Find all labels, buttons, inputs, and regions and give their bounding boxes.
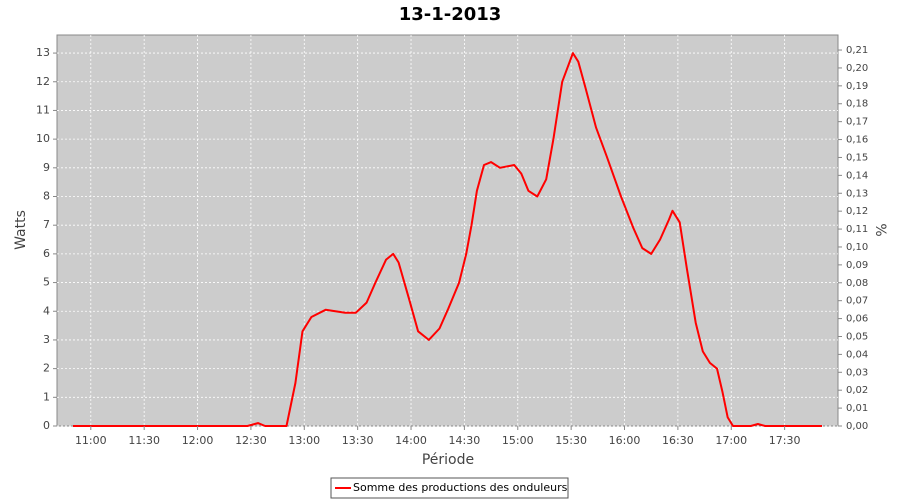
y2-tick-label: 0,20 <box>846 63 868 74</box>
grid <box>57 35 838 427</box>
y2-tick-label: 0,15 <box>846 152 868 163</box>
y2-tick-label: 0,07 <box>846 296 868 307</box>
y-tick-label: 8 <box>43 190 50 203</box>
x-tick-label: 13:30 <box>342 434 374 447</box>
y-axis-label: Watts <box>13 210 29 250</box>
marks <box>73 52 822 427</box>
plot-area <box>56 34 839 427</box>
legend-label: Somme des productions des onduleurs <box>353 481 568 494</box>
x-tick-label: 11:00 <box>75 434 107 447</box>
y2-tick-label: 0,10 <box>846 242 868 253</box>
y2-tick-label: 0,19 <box>846 81 868 92</box>
y-tick-label: 2 <box>43 362 50 375</box>
y2-tick-label: 0,09 <box>846 260 868 271</box>
y-tick-label: 12 <box>36 75 50 88</box>
y2-tick-label: 0,18 <box>846 99 868 110</box>
y2-tick-label: 0,05 <box>846 331 868 342</box>
y-tick-label: 6 <box>43 247 50 260</box>
y2-tick-label: 0,14 <box>846 170 868 181</box>
y2-tick-label: 0,21 <box>846 45 868 56</box>
y2-tick-label: 0,03 <box>846 367 868 378</box>
y-tick-label: 7 <box>43 218 50 231</box>
x-tick-label: 12:30 <box>235 434 267 447</box>
x-tick-label: 12:00 <box>182 434 214 447</box>
x-tick-label: 15:00 <box>502 434 534 447</box>
y-tick-label: 1 <box>43 390 50 403</box>
y2-tick-label: 0,17 <box>846 117 868 128</box>
y2-tick-label: 0,16 <box>846 135 868 146</box>
x-tick-label: 14:00 <box>395 434 427 447</box>
y-tick-label: 5 <box>43 276 50 289</box>
x-axis-label: Période <box>422 452 474 468</box>
y2-tick-label: 0,08 <box>846 278 868 289</box>
y-tick-label: 4 <box>43 304 50 317</box>
y-tick-label: 10 <box>36 132 50 145</box>
y2-tick-label: 0,00 <box>846 421 868 432</box>
x-tick-label: 11:30 <box>128 434 160 447</box>
y2-tick-label: 0,01 <box>846 403 868 414</box>
y-tick-label: 9 <box>43 161 50 174</box>
y2-tick-label: 0,12 <box>846 206 868 217</box>
y2-tick-label: 0,02 <box>846 385 868 396</box>
x-tick-label: 16:30 <box>662 434 694 447</box>
y-tick-label: 0 <box>43 419 50 432</box>
x-tick-label: 16:00 <box>609 434 641 447</box>
y2-tick-label: 0,06 <box>846 314 868 325</box>
chart-title: 13-1-2013 <box>399 4 502 25</box>
x-tick-label: 17:00 <box>715 434 747 447</box>
y2-tick-label: 0,04 <box>846 349 868 360</box>
x-tick-label: 15:30 <box>555 434 587 447</box>
x-tick-label: 17:30 <box>769 434 801 447</box>
y-tick-label: 3 <box>43 333 50 346</box>
y2-tick-label: 0,11 <box>846 224 868 235</box>
x-tick-label: 13:00 <box>288 434 320 447</box>
y-tick-label: 11 <box>36 103 50 116</box>
y2-tick-label: 0,13 <box>846 188 868 199</box>
y2-axis-label: % <box>872 223 888 236</box>
x-tick-label: 14:30 <box>449 434 481 447</box>
line-series <box>73 52 822 427</box>
y-tick-label: 13 <box>36 46 50 59</box>
legend-box <box>330 477 569 499</box>
